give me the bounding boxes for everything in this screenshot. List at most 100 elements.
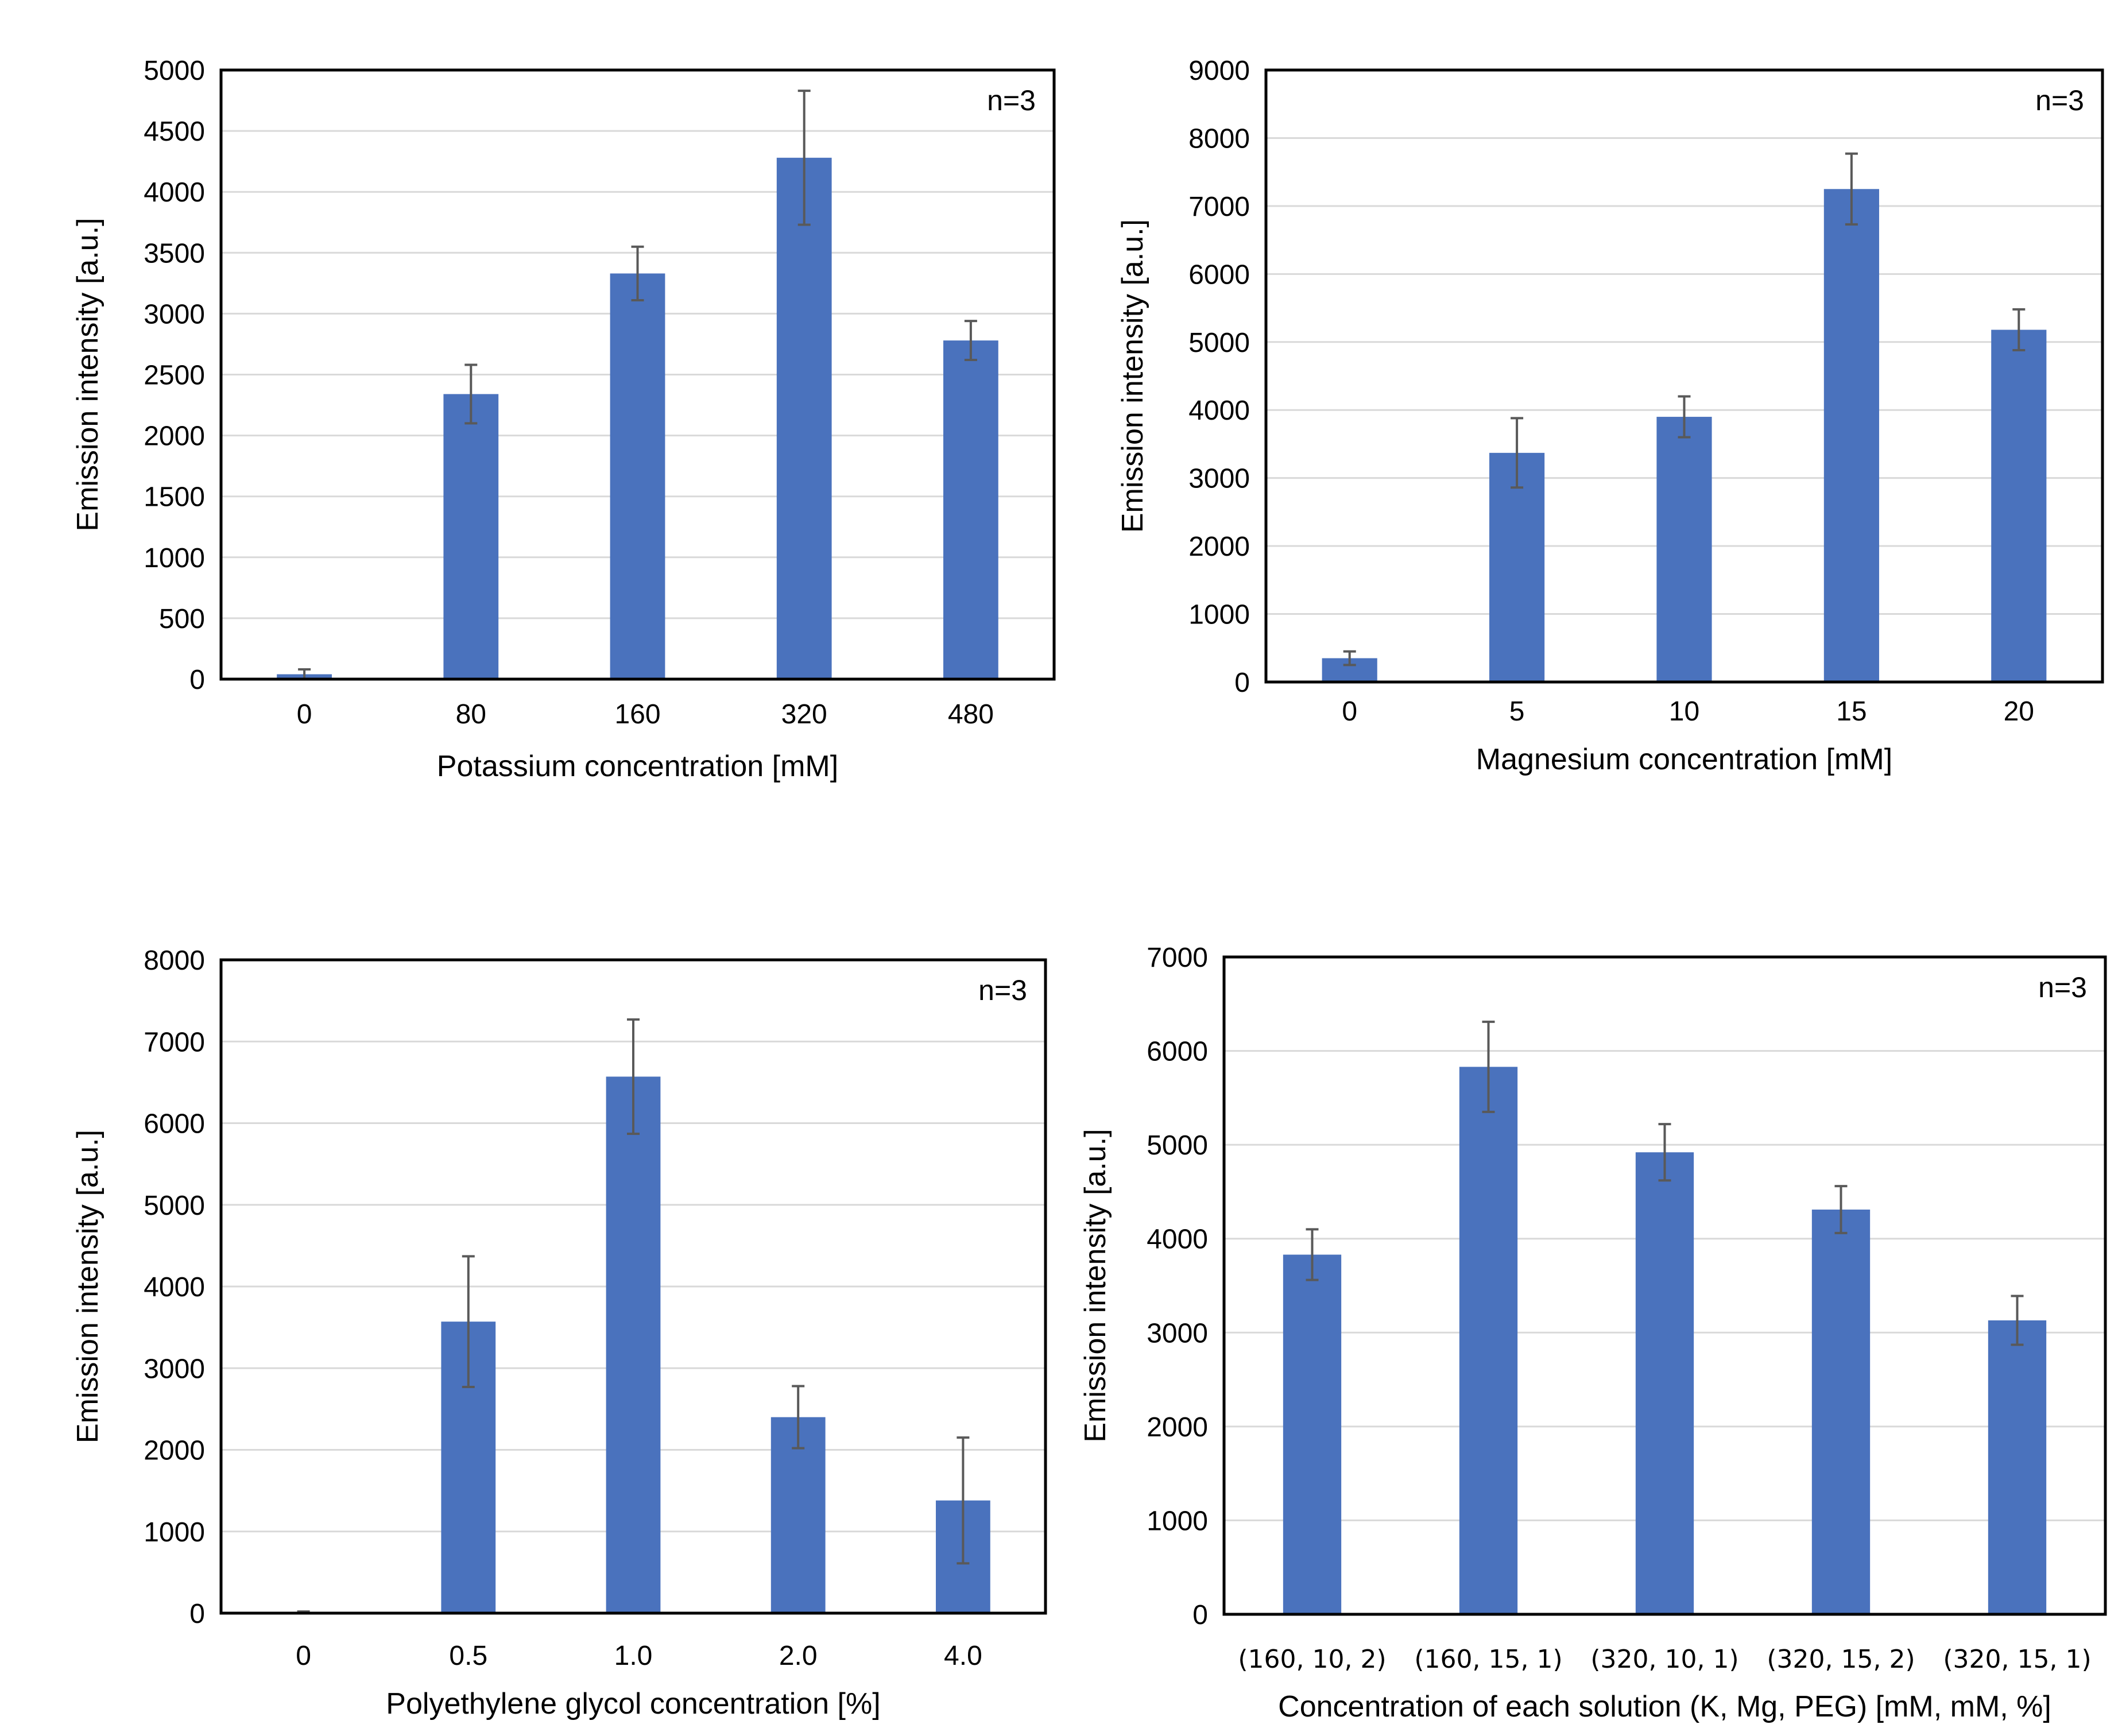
error-bar (1343, 650, 1356, 666)
bar (1635, 1152, 1694, 1614)
y-tick-label: 5000 (144, 1191, 205, 1221)
error-bar (464, 363, 478, 425)
y-tick-label: 8000 (1188, 123, 1250, 154)
error-bar (1306, 1228, 1319, 1281)
y-tick-label: 6000 (144, 1109, 205, 1140)
plot-frame (1222, 955, 2107, 1616)
bar (1489, 452, 1545, 682)
x-tick-label: 0 (1342, 696, 1357, 727)
y-tick-label: 0 (189, 665, 205, 695)
error-bar (627, 1018, 640, 1135)
y-axis-title: Emission intensity [a.u.] (71, 218, 104, 531)
y-tick-label: 2000 (144, 1436, 205, 1466)
bar (1811, 1210, 1871, 1614)
y-tick-label: 4000 (144, 1272, 205, 1303)
x-tick-label: 1.0 (614, 1641, 653, 1671)
sample-size-annotation: n=3 (978, 974, 1027, 1006)
error-bars (1343, 152, 2026, 666)
error-bar (964, 320, 977, 362)
x-tick-label: 0 (297, 699, 312, 730)
x-axis-title: Magnesium concentration [mM] (1476, 743, 1892, 776)
x-axis-title: Polyethylene glycol concentration [%] (386, 1687, 880, 1720)
y-tick-label: 6000 (1188, 259, 1250, 290)
x-tick-label: 0.5 (449, 1641, 487, 1671)
y-tick-label: 0 (1192, 1600, 1208, 1630)
x-tick-label: 15 (1836, 696, 1867, 727)
error-bar (2011, 1295, 2024, 1346)
x-tick-label: 2.0 (779, 1641, 818, 1671)
x-axis-title: Potassium concentration [mM] (437, 750, 838, 783)
error-bar (792, 1385, 805, 1450)
x-tick-label: 5 (1509, 696, 1525, 727)
error-bar (2012, 308, 2026, 351)
y-tick-labels: 0 1000 2000 3000 4000 5000 6000 7000 8000 (144, 946, 205, 1629)
y-tick-label: 0 (1234, 668, 1250, 698)
bar (1459, 1067, 1518, 1614)
y-tick-labels: 0 500 1000 1500 2000 2500 3000 3500 4000 4500 5000 (144, 56, 205, 695)
y-tick-label: 5000 (1188, 328, 1250, 358)
bars (1322, 189, 2047, 682)
x-tick-label: 4.0 (944, 1641, 982, 1671)
x-tick-label: (320, 10, 1) (1590, 1645, 1738, 1674)
y-tick-label: 4000 (144, 177, 205, 208)
error-bar (957, 1436, 970, 1565)
y-tick-label: 2000 (1147, 1412, 1208, 1443)
x-tick-label: (320, 15, 1) (1943, 1645, 2091, 1674)
x-tick-label: 20 (2004, 696, 2034, 727)
y-tick-label: 2000 (144, 421, 205, 452)
bar (943, 340, 998, 679)
bar (1283, 1254, 1342, 1614)
y-tick-label: 3000 (144, 299, 205, 330)
sample-size-annotation: n=3 (2038, 971, 2087, 1003)
bar (443, 394, 499, 679)
error-bars (298, 90, 977, 680)
x-axis-title: Concentration of each solution (K, Mg, P… (1278, 1690, 2051, 1723)
x-tick-labels: 0 5 10 15 20 (1342, 696, 2034, 727)
error-bar (1511, 417, 1524, 489)
y-tick-label: 1000 (1188, 600, 1250, 630)
error-bar (1834, 1185, 1848, 1234)
plot-frame (219, 958, 1047, 1615)
chart-panel-combined: 0 1000 2000 3000 4000 5000 6000 7000 (160, 10, … (1079, 943, 2107, 1723)
y-tick-label: 3000 (1188, 464, 1250, 494)
bar (606, 1076, 661, 1613)
error-bar (1658, 1123, 1671, 1182)
y-tick-label: 1000 (1147, 1506, 1208, 1536)
y-tick-label: 5000 (144, 56, 205, 86)
x-tick-label: 160 (614, 699, 660, 730)
y-axis-title: Emission intensity [a.u.] (71, 1130, 104, 1443)
y-tick-label: 4000 (1188, 396, 1250, 426)
x-tick-labels: (160, 10, 2) (160, 15, 1) (320, 10, 1) (320… (1238, 1645, 2091, 1674)
bar (1823, 189, 1879, 682)
chart-panel-magnesium: 0 1000 2000 3000 4000 5000 6000 7000 8000 9000 0 5… (1116, 56, 2104, 776)
y-tick-label: 7000 (1147, 943, 1208, 973)
x-tick-label: 10 (1669, 696, 1699, 727)
error-bar (631, 245, 644, 302)
y-tick-label: 9000 (1188, 56, 1250, 86)
y-tick-label: 2500 (144, 361, 205, 391)
chart-panel-peg: 0 1000 2000 3000 4000 5000 6000 7000 8000 0 0.5 1.… (71, 946, 1047, 1720)
y-axis-title: Emission intensity [a.u.] (1079, 1129, 1112, 1442)
bar (776, 157, 832, 679)
plot-frame (1264, 68, 2104, 684)
y-tick-label: 3000 (144, 1354, 205, 1384)
x-tick-label: 0 (296, 1641, 311, 1671)
y-tick-label: 7000 (144, 1027, 205, 1057)
error-bars (1306, 1020, 2024, 1346)
y-tick-label: 500 (159, 604, 205, 634)
bar (610, 273, 665, 679)
y-tick-label: 2000 (1188, 532, 1250, 562)
y-tick-label: 4000 (1147, 1224, 1208, 1255)
x-tick-label: 320 (781, 699, 827, 730)
error-bar (1482, 1020, 1495, 1113)
x-tick-label: (160, 10, 2) (1238, 1645, 1386, 1674)
y-tick-label: 1000 (144, 543, 205, 574)
y-tick-labels: 0 1000 2000 3000 4000 5000 6000 7000 (1147, 943, 1208, 1630)
sample-size-annotation: n=3 (2035, 84, 2084, 117)
y-axis-title: Emission intensity [a.u.] (1116, 219, 1149, 533)
x-tick-labels: 0 0.5 1.0 2.0 4.0 (296, 1641, 982, 1671)
y-tick-label: 3000 (1147, 1318, 1208, 1348)
y-tick-label: 0 (189, 1599, 205, 1629)
y-tick-label: 8000 (144, 946, 205, 976)
